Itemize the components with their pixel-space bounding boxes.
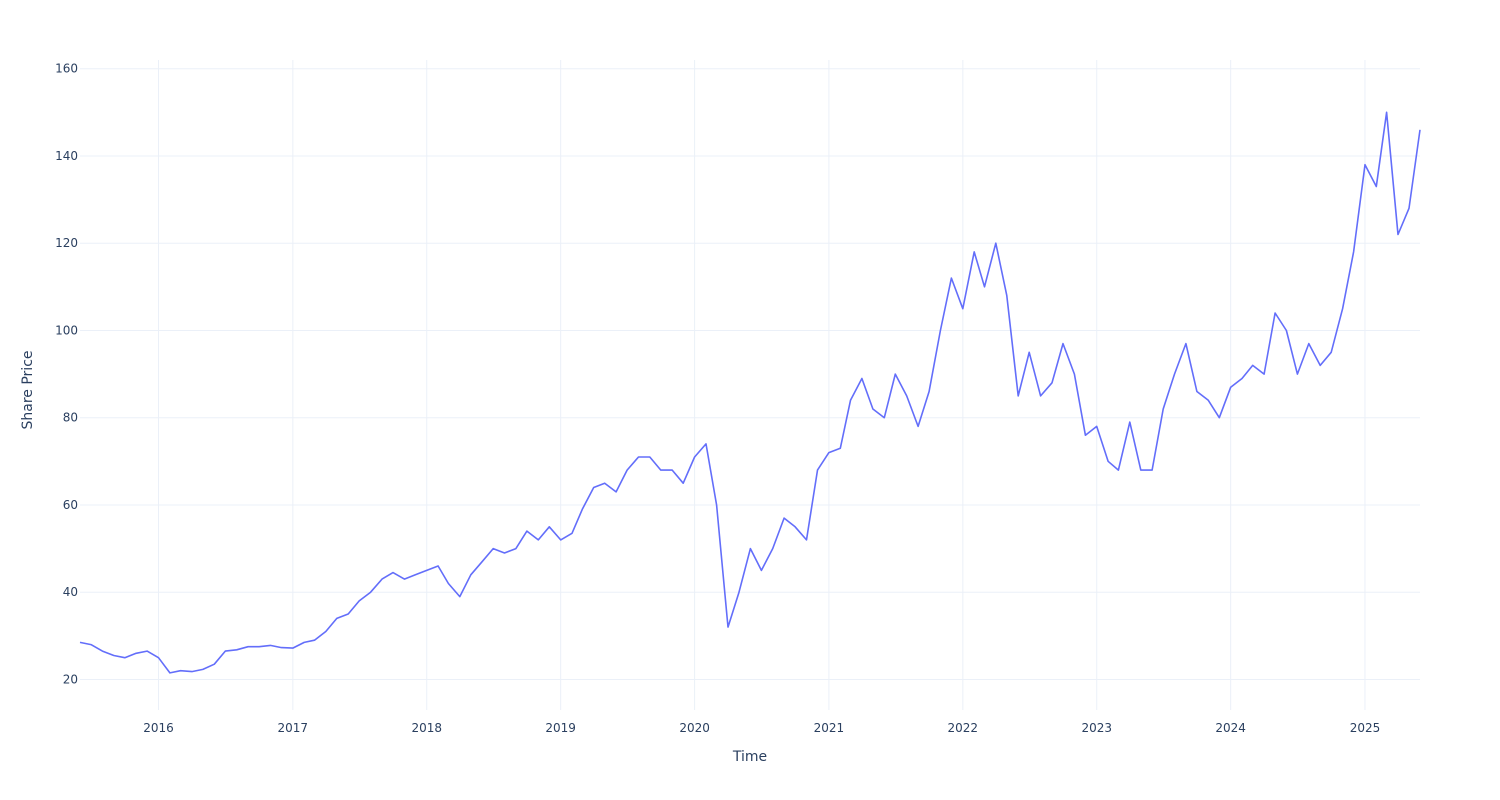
x-axis-title: Time: [732, 749, 767, 765]
x-tick-label: 2022: [948, 721, 979, 735]
x-tick-label: 2024: [1215, 721, 1246, 735]
x-tick-label: 2017: [278, 721, 309, 735]
x-tick-label: 2021: [814, 721, 845, 735]
y-tick-label: 120: [55, 236, 78, 250]
y-tick-label: 20: [63, 672, 78, 686]
grid: [80, 60, 1420, 710]
x-tick-label: 2019: [545, 721, 576, 735]
x-tick-label: 2018: [411, 721, 442, 735]
y-tick-label: 100: [55, 323, 78, 337]
x-tick-label: 2016: [143, 721, 174, 735]
tick-labels: 20 40 60 80 100 120 140 160 2016 2017 2018 2019 2020…: [55, 62, 1380, 735]
series-line: [79, 111, 1421, 674]
x-tick-label: 2020: [679, 721, 710, 735]
x-tick-label: 2023: [1081, 721, 1112, 735]
y-tick-label: 160: [55, 62, 78, 76]
y-tick-label: 140: [55, 149, 78, 163]
y-axis-title: Share Price: [20, 350, 36, 429]
series-layer: [79, 111, 1421, 674]
y-tick-label: 80: [63, 411, 78, 425]
y-tick-label: 60: [63, 498, 78, 512]
x-tick-label: 2025: [1350, 721, 1381, 735]
y-tick-label: 40: [63, 585, 78, 599]
